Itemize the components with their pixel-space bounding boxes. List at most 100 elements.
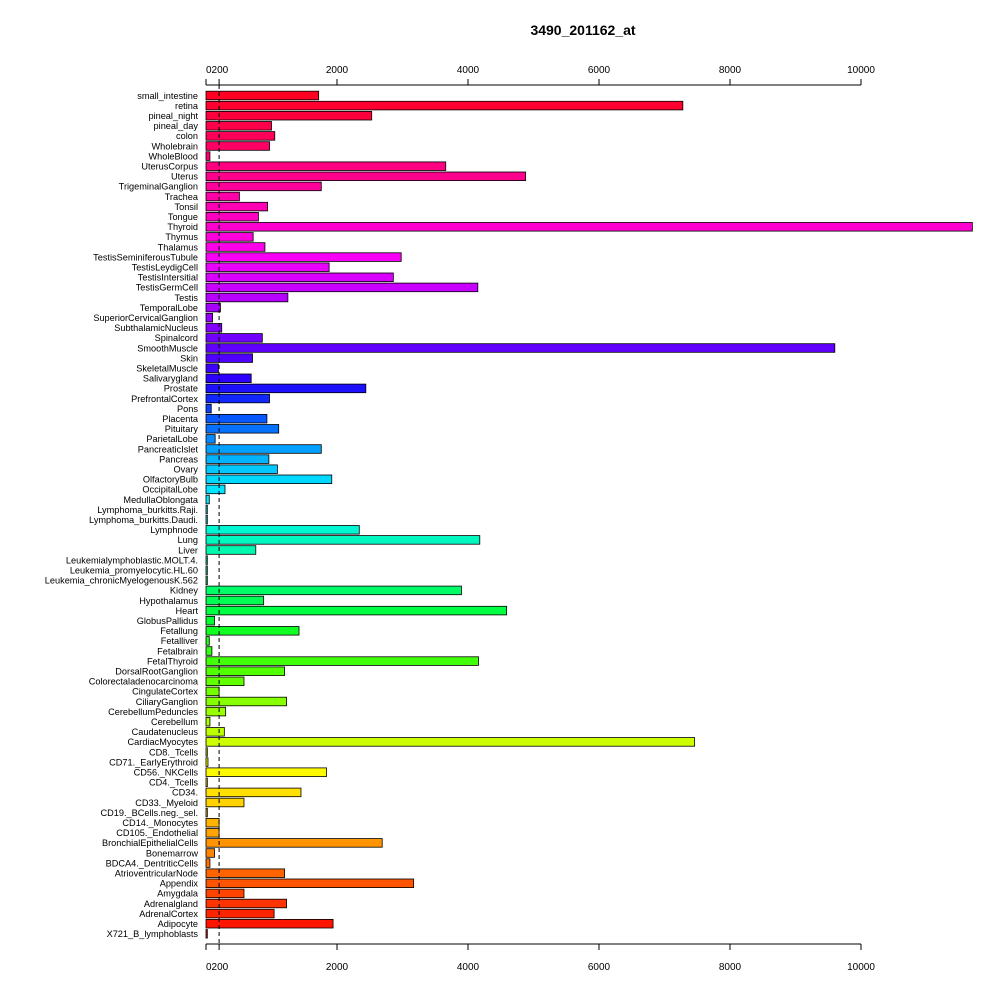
bar xyxy=(205,393,270,404)
category-label: SuperiorCervicalGanglion xyxy=(93,313,198,323)
bar-series xyxy=(205,90,973,939)
bar xyxy=(205,373,252,384)
category-label: Adipocyte xyxy=(158,919,198,929)
bar xyxy=(205,403,212,414)
category-label: CD14._Monocytes xyxy=(122,818,198,828)
bar xyxy=(205,302,221,313)
category-label: X721_B_lymphoblasts xyxy=(107,929,199,939)
category-label: pineal_day xyxy=(154,121,199,131)
category-label: OccipitalLobe xyxy=(142,485,198,495)
category-label: CD4._Tcells xyxy=(149,778,198,788)
category-label: DorsalRootGanglion xyxy=(115,667,198,677)
x-tick-label: 0200 xyxy=(206,65,229,76)
category-label: Pancreas xyxy=(159,454,198,464)
category-label: retina xyxy=(175,101,199,111)
bar xyxy=(205,585,462,596)
bar xyxy=(205,252,402,262)
bar xyxy=(205,484,226,495)
bar xyxy=(205,767,327,777)
bar xyxy=(205,141,270,151)
bar xyxy=(205,727,225,737)
bar xyxy=(205,525,360,535)
bar xyxy=(205,100,684,111)
bar xyxy=(205,545,257,555)
category-label: AtrioventricularNode xyxy=(115,869,198,879)
bar xyxy=(205,605,508,616)
bar xyxy=(205,787,302,798)
category-label: BDCA4._DentriticCells xyxy=(106,858,199,868)
bar xyxy=(205,878,415,889)
bar xyxy=(205,363,219,373)
category-label: TestisIntersitial xyxy=(138,273,198,283)
category-label: Kidney xyxy=(170,586,198,596)
bar xyxy=(205,757,209,767)
bar xyxy=(205,818,220,828)
bar xyxy=(205,636,210,646)
category-label: Thymus xyxy=(165,232,198,242)
category-label: Pons xyxy=(177,404,198,414)
bar xyxy=(205,717,211,727)
category-label: MedullaOblongata xyxy=(123,495,198,505)
category-label: small_intestine xyxy=(137,91,198,101)
category-label: CD33._Myeloid xyxy=(135,798,198,808)
category-label: Bonemarrow xyxy=(146,848,198,858)
category-label: Thyroid xyxy=(167,222,198,232)
category-label: CD71._EarlyErythroid xyxy=(109,757,198,767)
bar xyxy=(205,242,266,252)
bar xyxy=(205,413,268,424)
category-label: TemporalLobe xyxy=(140,303,198,313)
bar xyxy=(205,626,300,636)
category-label: SubthalamicNucleus xyxy=(114,323,198,333)
x-tick-label: 8000 xyxy=(719,65,742,76)
category-label: Lung xyxy=(178,535,198,545)
bar xyxy=(205,191,240,202)
bar xyxy=(205,211,259,222)
bar xyxy=(205,737,696,747)
bar xyxy=(205,797,245,808)
bar xyxy=(205,888,245,899)
bar xyxy=(205,908,275,919)
category-label: Fetalliver xyxy=(161,636,198,646)
category-label: Trachea xyxy=(165,192,199,202)
category-labels: small_intestineretinapineal_nightpineal_… xyxy=(45,91,199,939)
category-label: CiliaryGanglion xyxy=(136,697,198,707)
bar xyxy=(205,515,208,525)
bar xyxy=(205,868,285,878)
category-label: Ovary xyxy=(173,465,198,475)
category-label: GlobusPallidus xyxy=(137,616,199,626)
category-label: CD8._Tcells xyxy=(149,747,198,757)
bottom-x-axis: 0200 2000 4000 6000 8000 10000 xyxy=(205,943,875,973)
x-tick-label: 8000 xyxy=(719,962,742,973)
bar xyxy=(205,282,479,293)
bar xyxy=(205,222,973,232)
category-label: OlfactoryBulb xyxy=(143,475,198,485)
category-label: SkeletalMuscle xyxy=(136,364,198,374)
bar xyxy=(205,565,208,575)
bar xyxy=(205,323,223,333)
x-tick-label: 4000 xyxy=(457,962,480,973)
bar xyxy=(205,595,265,606)
category-label: Thalamus xyxy=(158,242,199,252)
category-label: Adrenalgland xyxy=(144,899,198,909)
category-label: CD19._BCells.neg._sel. xyxy=(100,808,198,818)
category-label: Skin xyxy=(180,353,198,363)
bar xyxy=(205,232,254,242)
bar xyxy=(205,444,322,454)
category-label: FetalThyroid xyxy=(147,656,198,666)
category-label: TestisGermCell xyxy=(136,283,198,293)
category-label: CerebellumPeduncles xyxy=(108,707,198,717)
category-label: Placenta xyxy=(162,414,199,424)
bar xyxy=(205,919,334,929)
category-label: UterusCorpus xyxy=(141,162,198,172)
category-label: Uterus xyxy=(171,172,198,182)
category-label: AdrenalCortex xyxy=(139,909,198,919)
x-tick-label: 10000 xyxy=(847,962,875,973)
category-label: Cerebellum xyxy=(151,717,198,727)
bar xyxy=(205,616,215,626)
bar xyxy=(205,777,208,788)
category-label: Amygdala xyxy=(157,889,199,899)
x-tick-label: 6000 xyxy=(588,65,611,76)
category-label: Caudatenucleus xyxy=(132,727,199,737)
category-label: Heart xyxy=(176,606,199,616)
